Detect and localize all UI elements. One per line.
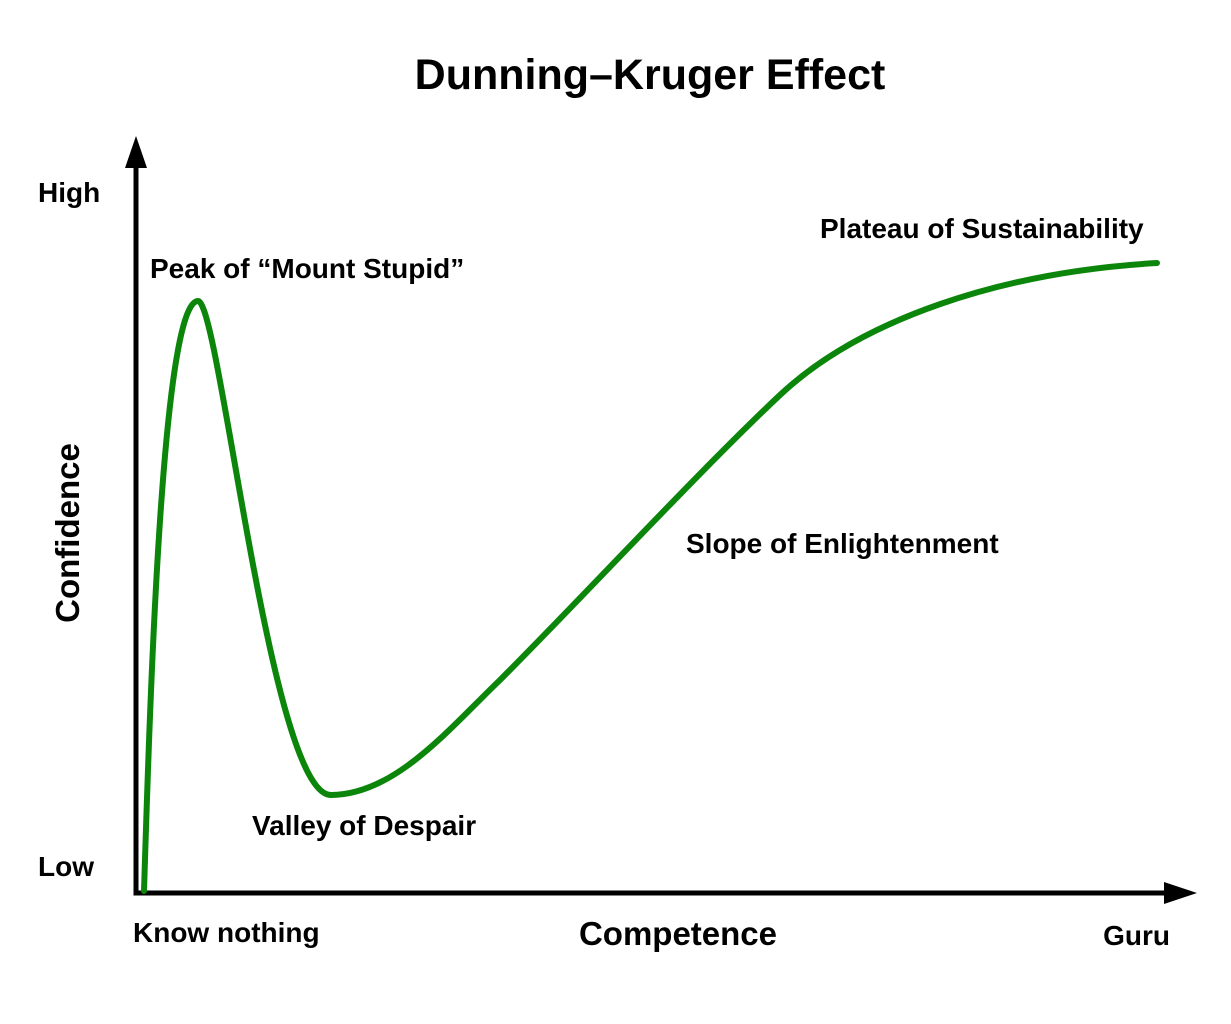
x-axis-title: Competence (579, 915, 777, 952)
valley-of-despair-label: Valley of Despair (252, 810, 476, 841)
y-axis-high-label: High (38, 177, 100, 208)
slope-of-enlightenment-label: Slope of Enlightenment (686, 528, 999, 559)
y-axis-title: Confidence (49, 443, 86, 623)
plateau-of-sustainability-label: Plateau of Sustainability (820, 213, 1144, 244)
confidence-curve (141, 260, 1160, 894)
x-axis-guru-label: Guru (1103, 920, 1170, 951)
y-axis-low-label: Low (38, 851, 94, 882)
y-axis-arrowhead-icon (125, 136, 147, 168)
x-axis-arrowhead-icon (1164, 882, 1197, 904)
x-axis-know-nothing-label: Know nothing (133, 917, 320, 948)
chart-title: Dunning–Kruger Effect (415, 51, 886, 99)
peak-of-mount-stupid-label: Peak of “Mount Stupid” (150, 253, 464, 284)
